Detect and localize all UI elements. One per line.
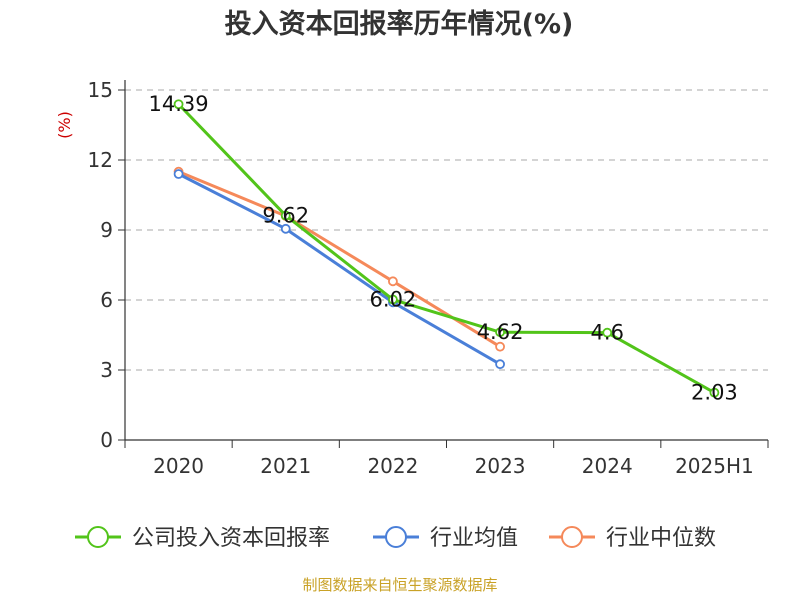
x-tick-label-5: 2025H1 bbox=[675, 454, 754, 478]
y-axis-unit-label: (%) bbox=[55, 111, 74, 139]
legend-label-2: 行业中位数 bbox=[606, 526, 716, 551]
data-label-2: 6.02 bbox=[370, 288, 417, 312]
legend-swatch-marker-2 bbox=[561, 526, 583, 548]
series-2-point-2 bbox=[388, 276, 398, 287]
y-tick-label-3: 9 bbox=[100, 218, 113, 242]
chart-title: 投入资本回报率历年情况(%) bbox=[225, 8, 574, 40]
y-tick-label-2: 6 bbox=[100, 288, 113, 312]
legend-swatch-marker-1 bbox=[385, 526, 407, 548]
series-0-point-4 bbox=[602, 327, 613, 338]
x-tick-label-4: 2024 bbox=[582, 454, 633, 478]
data-labels: 14.39 9.62 6.02 4.62 4.6 2.03 bbox=[149, 92, 738, 404]
legend-label-1: 行业均值 bbox=[430, 526, 518, 551]
x-tick-label-1: 2021 bbox=[260, 454, 311, 478]
x-tick-label-0: 2020 bbox=[153, 454, 204, 478]
grid bbox=[125, 89, 768, 371]
y-tick-label-4: 12 bbox=[88, 148, 113, 172]
series-layer bbox=[173, 99, 720, 398]
series-0-point-5 bbox=[709, 387, 720, 398]
legend-label-0: 公司投入资本回报率 bbox=[132, 526, 330, 551]
series-1-point-1 bbox=[280, 223, 291, 234]
series-2-point-3 bbox=[495, 341, 505, 352]
series-line-1 bbox=[177, 172, 501, 366]
data-label-5: 2.03 bbox=[691, 381, 738, 405]
series-0-point-1 bbox=[280, 210, 291, 221]
y-tick-label-1: 3 bbox=[100, 358, 113, 382]
y-tick-label-5: 15 bbox=[88, 78, 113, 102]
series-0-point-3 bbox=[495, 327, 505, 338]
legend: 公司投入资本回报率 行业均值 行业中位数 bbox=[75, 526, 716, 551]
series-0-point-2 bbox=[388, 294, 398, 305]
y-tick-label-0: 0 bbox=[100, 428, 113, 452]
series-line-0 bbox=[177, 103, 716, 394]
data-label-4: 4.6 bbox=[591, 321, 624, 345]
x-tick-label-2: 2022 bbox=[367, 454, 418, 478]
axes: 0 3 6 9 12 15 2020 2021 2022 2023 2024 2025H1 bbox=[88, 78, 769, 478]
data-label-0: 14.39 bbox=[149, 92, 209, 116]
series-1-point-3 bbox=[495, 359, 505, 370]
source-note: 制图数据来自恒生聚源数据库 bbox=[302, 576, 497, 594]
series-0-point-0 bbox=[173, 99, 184, 110]
legend-swatch-marker-0 bbox=[87, 526, 109, 548]
series-line-2 bbox=[178, 170, 501, 348]
x-tick-label-3: 2023 bbox=[475, 454, 526, 478]
series-1-point-0 bbox=[173, 169, 184, 179]
data-label-1: 9.62 bbox=[262, 204, 309, 228]
data-label-3: 4.62 bbox=[477, 320, 524, 344]
